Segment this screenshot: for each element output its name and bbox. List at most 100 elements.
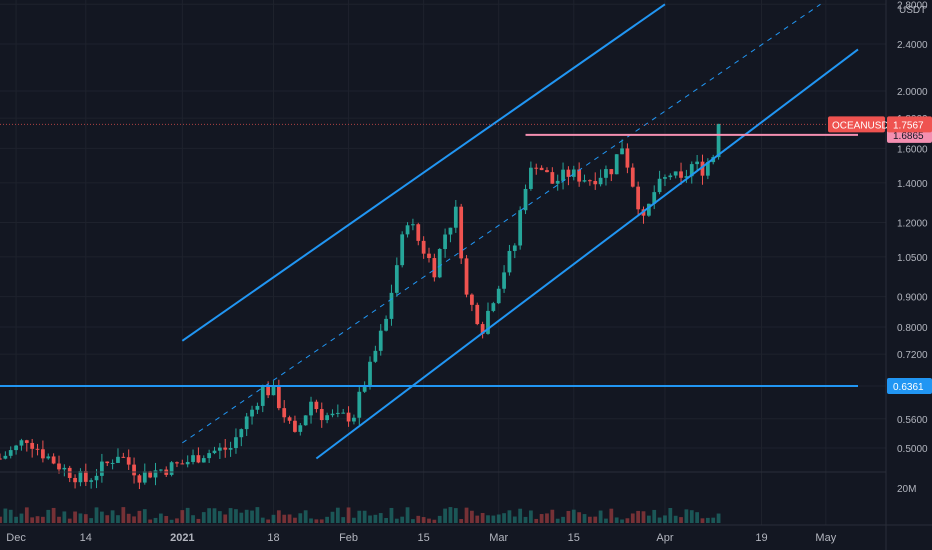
volume-bar (239, 512, 244, 523)
candles (0, 123, 721, 490)
candle-body (464, 258, 469, 295)
volume-bar (373, 514, 378, 523)
volume-bar (437, 515, 442, 523)
volume-bar (507, 510, 512, 523)
candle-body (330, 413, 335, 416)
time-tick-label: 15 (568, 532, 580, 544)
candle-body (137, 475, 142, 483)
candle-body (609, 169, 614, 175)
volume-bar (255, 507, 260, 523)
volume-bar (335, 507, 340, 523)
volume-bar (3, 508, 8, 523)
candle-body (180, 463, 185, 465)
volume-bar (341, 517, 346, 523)
candle-body (132, 464, 136, 476)
trendline-channel-upper[interactable] (181, 3, 666, 342)
candle-body (266, 386, 271, 396)
volume-bar (432, 519, 437, 523)
symbol-label: OCEANUSDT (832, 120, 895, 131)
candle-body (421, 240, 426, 254)
volume-bar (293, 517, 297, 523)
volume-bar (609, 508, 614, 523)
volume-bar (689, 510, 694, 523)
volume-bar (550, 509, 555, 523)
candle-body (116, 456, 120, 463)
candle-body (73, 477, 77, 483)
volume-bar (604, 518, 608, 523)
volume-bar (30, 517, 35, 523)
candle-body (373, 350, 378, 362)
volume-bar (110, 510, 115, 523)
candle-body (175, 462, 179, 464)
volume-bar (582, 514, 587, 523)
volume-bar (298, 513, 303, 523)
candle-body (378, 330, 383, 351)
price-tick-label: 1.6000 (897, 144, 928, 155)
candle-body (582, 180, 587, 182)
candle-body (475, 304, 480, 325)
candle-body (571, 169, 576, 177)
candle-body (14, 445, 18, 451)
volume-bar (464, 507, 469, 523)
price-tick-label: 0.7200 (897, 350, 928, 361)
candle-body (234, 437, 238, 449)
volume-bar (223, 514, 228, 523)
candle-body (100, 461, 104, 476)
volume-bar (684, 509, 689, 523)
trendlines[interactable] (0, 3, 886, 460)
time-axis[interactable]: Dec 14 2021 18 Feb 15 Mar 15 Apr 19 May (6, 532, 836, 544)
candle-body (314, 401, 319, 410)
volume-bar (207, 508, 212, 523)
volume-bar (325, 516, 329, 523)
volume-bar (646, 515, 651, 523)
candle-body (459, 206, 464, 259)
candle-body (153, 470, 158, 478)
time-tick-label: 15 (418, 532, 430, 544)
candle-body (158, 469, 163, 471)
volume-bar (132, 516, 136, 523)
volume-axis-label: 20M (897, 484, 916, 495)
volume-bar (121, 507, 126, 523)
volume-bar (480, 512, 485, 523)
volume-bar (636, 510, 641, 523)
price-tick-label: 0.5600 (897, 415, 928, 426)
candle-body (663, 177, 667, 179)
candle-body (523, 188, 528, 211)
volume-bar (180, 510, 185, 523)
volume-bar (100, 511, 104, 523)
time-tick-label: Apr (656, 532, 673, 544)
volume-bar (314, 519, 319, 523)
candle-body (443, 234, 447, 250)
candle-body (185, 461, 190, 465)
candle-body (684, 176, 689, 178)
volume-bar (330, 511, 335, 523)
candle-body (255, 405, 260, 410)
volume-bar (593, 516, 598, 523)
volume-bar (24, 507, 29, 523)
candle-body (598, 177, 603, 185)
volume-bar (67, 518, 72, 523)
candle-body (507, 250, 512, 273)
candle-body (587, 180, 592, 182)
volume-bar (453, 508, 458, 523)
volume-bar (191, 515, 195, 523)
volume-bar (587, 516, 592, 523)
volume-bar (512, 516, 517, 523)
trendline-channel-lower[interactable] (315, 48, 859, 460)
candle-body (276, 385, 281, 409)
price-tick-label: 0.8000 (897, 323, 928, 334)
symbol-tag (828, 116, 885, 133)
time-tick-label: Mar (489, 532, 508, 544)
volume-bar (459, 518, 464, 523)
candle-body (212, 450, 217, 454)
volume-bar (357, 510, 362, 523)
volume-bar (41, 516, 45, 523)
candle-body (673, 171, 678, 176)
price-tick-label: 0.5000 (897, 444, 928, 455)
time-tick-label: Dec (6, 532, 26, 544)
candle-body (142, 471, 147, 483)
candle-body (389, 292, 394, 319)
volume-bar (679, 517, 683, 523)
candle-body (293, 420, 297, 432)
